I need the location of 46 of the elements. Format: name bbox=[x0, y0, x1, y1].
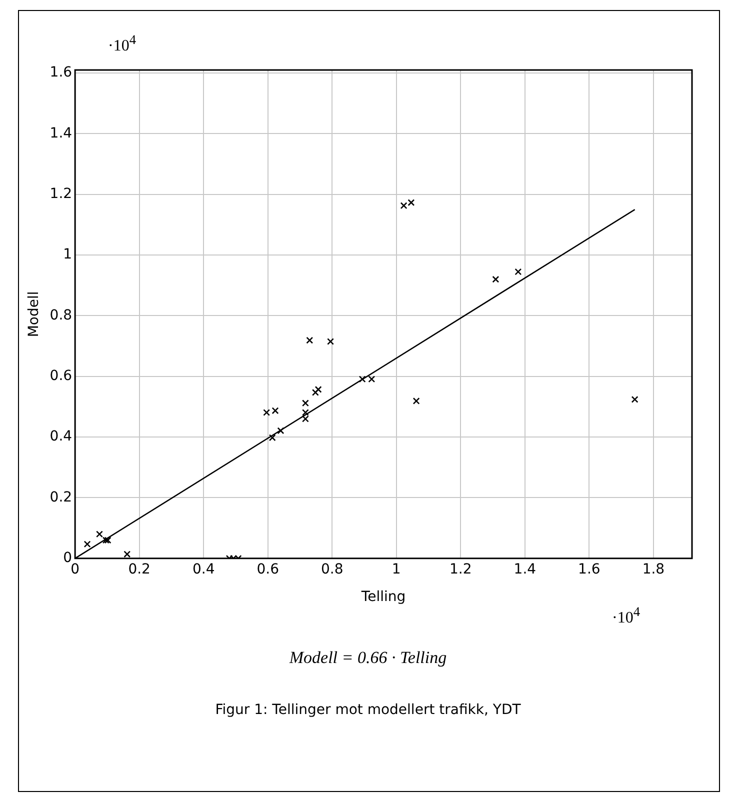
x-tick-label: 1.4 bbox=[514, 561, 536, 578]
y-tick-label: 0.2 bbox=[50, 489, 72, 506]
point bbox=[272, 407, 279, 414]
y-tick-label: 0 bbox=[63, 550, 72, 566]
x-tick-label: 1.8 bbox=[642, 561, 665, 578]
point bbox=[631, 396, 638, 403]
point bbox=[514, 268, 522, 276]
point bbox=[358, 376, 366, 383]
x-tick-label: 0.4 bbox=[192, 561, 215, 578]
y-tick-label: 0.8 bbox=[50, 307, 72, 324]
x-tick-label: 1 bbox=[392, 561, 401, 578]
point bbox=[268, 434, 276, 442]
y-tick-label: 0.4 bbox=[50, 428, 72, 445]
text: ·10$^{4}$ bbox=[108, 32, 136, 56]
point bbox=[400, 202, 408, 210]
point bbox=[408, 199, 415, 206]
x-tick-label: 0.6 bbox=[256, 561, 280, 578]
point bbox=[102, 536, 110, 544]
y-tick-label: 0.6 bbox=[50, 368, 72, 384]
point bbox=[263, 409, 270, 416]
point bbox=[124, 550, 131, 558]
point bbox=[84, 540, 91, 548]
y-tick-label: 1 bbox=[63, 246, 72, 263]
x-tick-label: 0.2 bbox=[128, 561, 150, 578]
x-tick-label: 1.2 bbox=[450, 561, 472, 578]
point bbox=[492, 276, 500, 283]
point bbox=[327, 338, 334, 345]
text: Figur 1: Tellinger mot modellert trafikk, YDT bbox=[214, 702, 522, 718]
point bbox=[96, 530, 103, 538]
x-axis-title: Telling bbox=[360, 589, 406, 606]
y-tick-label: 1.6 bbox=[50, 64, 72, 81]
point bbox=[277, 427, 284, 434]
text: ·10$^{4}$ bbox=[612, 604, 640, 628]
x-tick-label: 0.8 bbox=[320, 561, 344, 578]
y-tick-label: 1.4 bbox=[50, 125, 72, 142]
point bbox=[306, 336, 314, 344]
point bbox=[412, 397, 420, 404]
y-axis-title: Modell bbox=[26, 291, 42, 338]
y-tick-label: 1.2 bbox=[50, 186, 72, 202]
x-tick-label: 1.6 bbox=[578, 561, 600, 578]
point bbox=[314, 386, 322, 393]
text: Modell = 0.66 · Telling bbox=[288, 648, 448, 668]
point bbox=[104, 536, 112, 544]
point bbox=[302, 400, 309, 407]
point bbox=[368, 376, 376, 383]
point bbox=[312, 388, 319, 396]
